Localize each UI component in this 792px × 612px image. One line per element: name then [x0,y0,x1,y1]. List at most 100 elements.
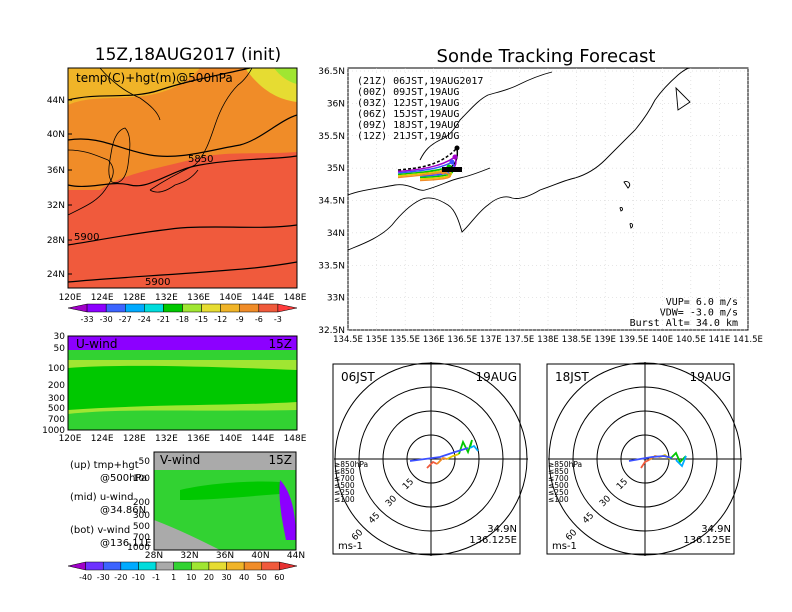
lon-tick-label: 136E [187,293,210,303]
wind-colorbar-swatch [138,561,157,571]
u-x-tick-label: 128E [123,434,146,444]
contour-label-5850: 5850 [188,154,213,165]
colorbar-label: -24 [138,315,151,324]
shikoku-coast [347,199,421,251]
u-x-ticks: 120E 124E 128E 132E 136E 140E 144E 148E [59,434,307,444]
burst-point [454,145,460,151]
lon-tick-label: 128E [123,293,146,303]
colorbar-label: -15 [195,315,208,324]
u-y-tick-label: 100 [48,364,65,374]
hodo-trace [628,455,673,462]
track-lon-ticks: 134.5E 135E 135.5E 136E 136.5E 137E 137.5E 138E… [333,335,763,345]
burst-point [449,159,455,165]
wind-colorbar-swatch [279,561,298,571]
v-y-tick-label: 200 [133,498,150,508]
track-lon-tick-label: 138E [537,335,559,345]
wind-colorbar-label: -40 [79,573,92,582]
wind-colorbar-swatch [155,561,174,571]
colorbar-label: -33 [81,315,94,324]
sonde-track [397,161,453,174]
colorbar-label: -3 [274,315,282,324]
hodo-trace [675,455,687,468]
u-time: 15Z [269,337,293,351]
hodo-level-label: ≤500 [548,481,569,490]
hodo-trace [409,447,469,462]
track-lat-tick-label: 33.5N [318,261,345,271]
wind-colorbar-swatch [102,561,122,571]
v-x-tick-label: 28N [145,551,163,561]
track-lon-tick-label: 136E [423,335,445,345]
u-y-tick-label: 50 [54,344,66,354]
track-lon-tick-label: 141.5E [733,335,763,345]
sonde-param: VDW= -3.0 m/s [660,308,738,319]
colorbar-label: -21 [157,315,170,324]
wind-colorbar-label: 20 [204,573,214,582]
track-lat-tick-label: 35.5N [318,132,345,142]
u-x-tick-label: 120E [59,434,82,444]
izu-islands [619,181,633,229]
sonde-track-descent [419,161,455,177]
u-x-tick-label: 140E [219,434,242,444]
hodo-ring-label: 15 [615,477,630,492]
u-lower-green [68,410,297,430]
hodo-time: 06JST [341,370,375,384]
track-lat-tick-label: 33N [327,294,345,304]
burst-point [452,154,458,160]
hodo-date: 19AUG [689,370,731,384]
u-frame [67,335,298,431]
u-green-band [68,350,297,360]
hodo-level-label: ≤100 [548,495,569,504]
v-label: V-wind [160,453,200,467]
sonde-track [397,147,458,171]
track-grid [347,68,749,331]
track-lat-ticks: 36.5N 36N 35.5N 35N 34.5N 34N 33.5N 33N 32.5N [318,67,345,336]
launch-legend-entry: (06Z) 15JST,19AUG [357,109,459,120]
hodo-ring-label: 30 [598,494,613,509]
wind-colorbar-swatch [243,561,263,571]
colorbar-swatch [277,303,298,313]
u-y-tick-label: 500 [48,404,65,414]
lon-tick-label: 148E [284,293,307,303]
hodo-level-label: ≤700 [334,474,355,483]
sonde-param: VUP= 6.0 m/s [666,297,738,308]
lon-tick-label: 140E [219,293,242,303]
lon-tick-label: 132E [155,293,178,303]
colorbar-swatch [105,303,126,313]
legend-note-line1: (mid) u-wind [70,492,133,503]
u-label: U-wind [76,337,117,351]
v-frame [153,451,297,551]
colorbar-swatch [182,303,202,313]
wind-colorbar-label: 50 [257,573,267,582]
lon-tick-labels: 120E 124E 128E 132E 136E 140E 144E 148E [59,293,307,303]
colorbar-label: -30 [100,315,113,324]
u-x-tick-label: 136E [187,434,210,444]
temp-colorbar: -33 -30 -27 -24 -21 -18 -15 -12 -9 -6 -3 [67,303,298,324]
legend-note-line1: (bot) v-wind [70,525,130,536]
sonde-param: Burst Alt= 34.0 km [630,318,738,329]
v-y-tick-label: 100 [133,474,150,484]
v-low-gray [154,520,220,550]
right-title: Sonde Tracking Forecast [437,46,656,67]
height-contour-2 [67,114,298,157]
hodo-unit: ms-1 [338,541,363,552]
wind-colorbar-label: -20 [114,573,127,582]
track-lat-tick-label: 36.5N [318,67,345,77]
height-contour-5 [67,261,298,283]
track-lon-tick-label: 141E [709,335,731,345]
landing-cluster [442,167,462,172]
hodo-lon: 136.125E [469,535,517,546]
lat-tick-label: 44N [47,96,65,106]
lat-tick-label: 32N [47,201,65,211]
map-green-region [274,68,297,84]
colorbar-label: -12 [214,315,227,324]
hodo-level-label: ≤100 [334,495,355,504]
hodo-trace [446,453,460,460]
lat-tick-label: 28N [47,236,65,246]
u-y-tick-label: 700 [48,415,65,425]
v-top-gray [154,452,296,470]
u-strong-top [68,336,297,350]
wind-colorbar-swatch [120,561,139,571]
china-coast [67,149,114,216]
